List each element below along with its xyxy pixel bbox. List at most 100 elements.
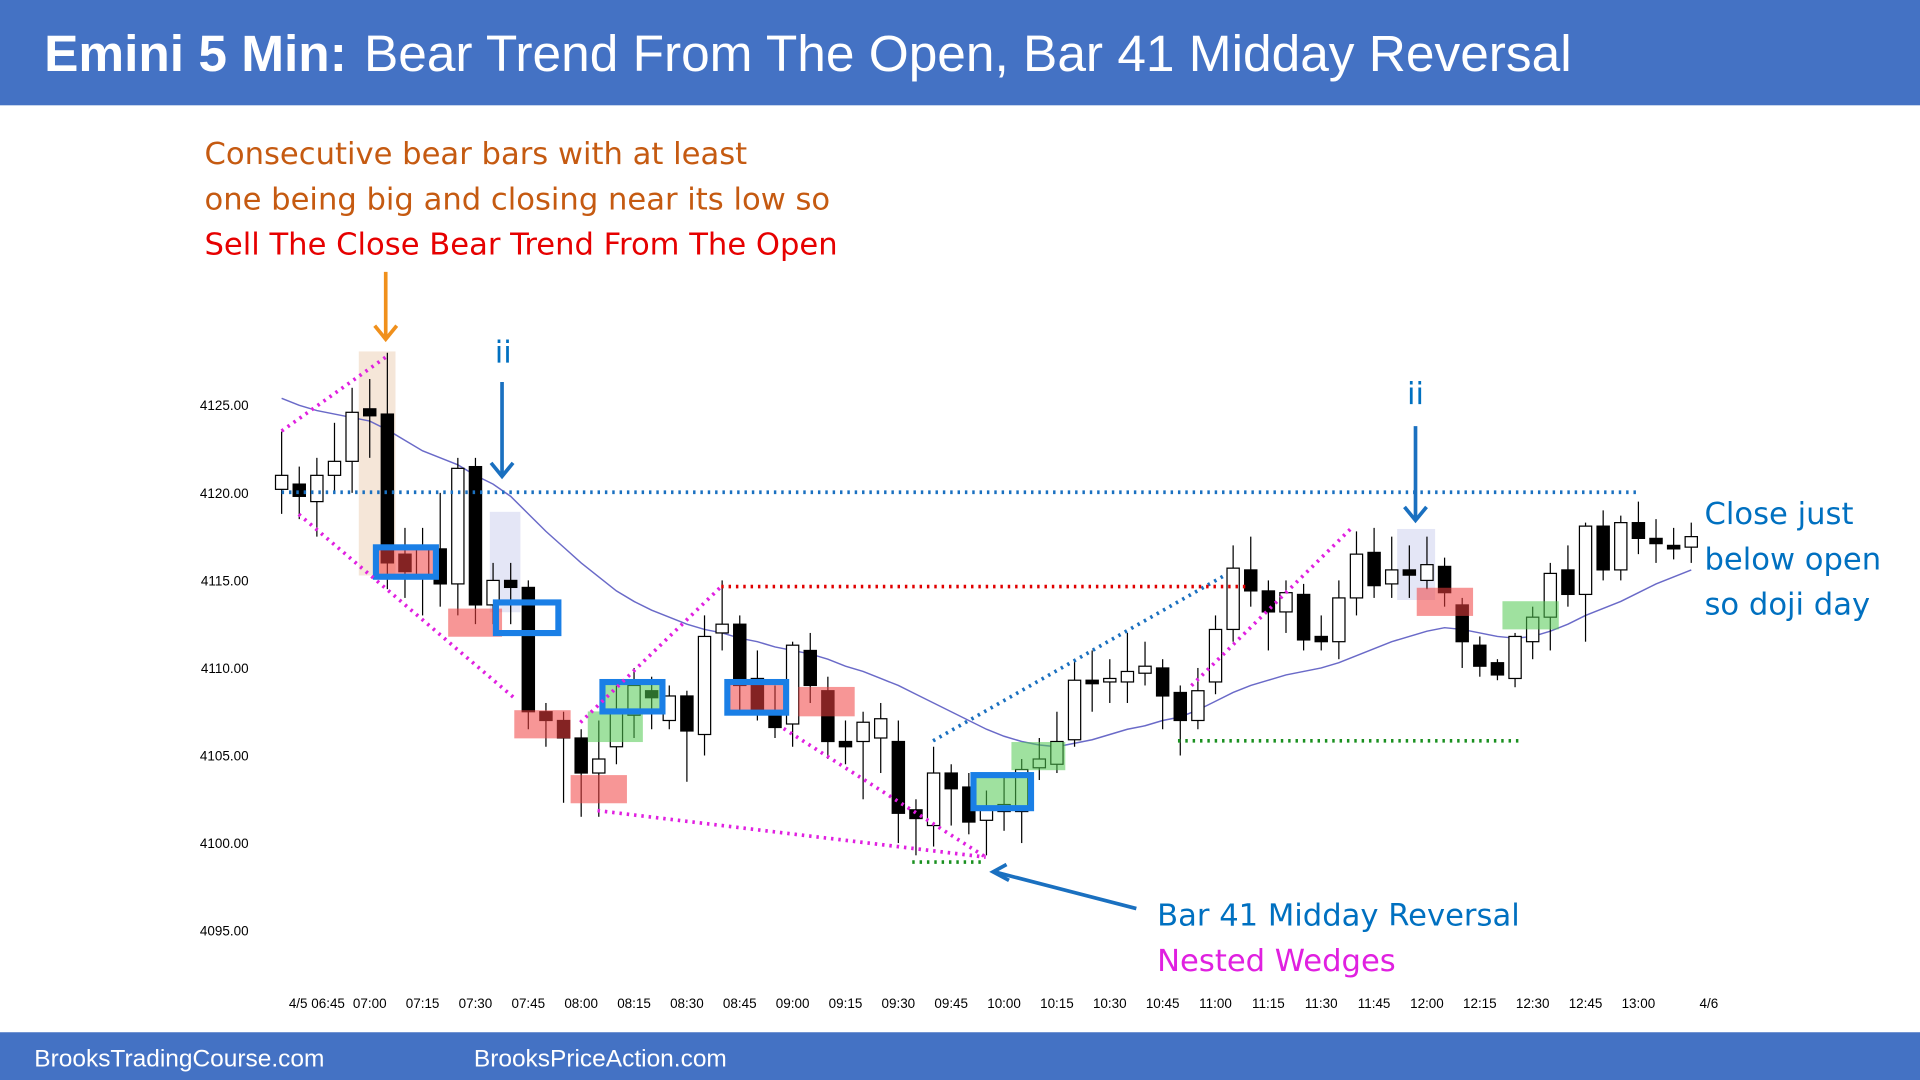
candle-body <box>327 460 342 476</box>
candle-body <box>838 740 853 748</box>
x-tick-label: 12:45 <box>1569 996 1603 1011</box>
candle-body <box>1367 551 1381 587</box>
x-tick-label: 10:30 <box>1093 996 1127 1011</box>
candle-body <box>574 737 588 774</box>
title-text: Bear Trend From The Open, Bar 41 Midday … <box>364 24 1572 82</box>
y-tick-label: 4125.00 <box>200 398 249 413</box>
red-box <box>374 547 438 576</box>
annotation: so doji day <box>1704 588 1870 623</box>
x-tick-label: 13:00 <box>1622 996 1656 1011</box>
x-tick-label: 09:30 <box>882 996 916 1011</box>
x-tick-label: 12:30 <box>1516 996 1550 1011</box>
header-band <box>0 0 1920 106</box>
footer-right: BrooksPriceAction.com <box>474 1046 727 1073</box>
candle-body <box>856 721 870 743</box>
x-tick-label: 09:00 <box>776 996 810 1011</box>
candle-body <box>1420 564 1434 582</box>
red-box <box>514 710 571 739</box>
annotation: Consecutive bear bars with at least <box>204 137 747 172</box>
footer-band <box>0 1032 1920 1080</box>
candle-body <box>697 635 712 736</box>
candle-body <box>1349 553 1364 599</box>
annotation: Sell The Close Bear Trend From The Open <box>204 228 837 263</box>
candle-body <box>1085 679 1099 685</box>
arrow-head <box>989 862 1010 883</box>
candle-body <box>592 758 606 774</box>
candle-body <box>292 483 306 497</box>
wedge-line <box>1190 525 1355 688</box>
candle-body <box>1332 597 1346 643</box>
candle-body <box>521 586 536 713</box>
candle-body <box>680 695 694 732</box>
candle-body <box>468 465 483 606</box>
arrow-head <box>373 324 399 343</box>
x-tick-label: 09:15 <box>829 996 863 1011</box>
x-tick-label: 12:00 <box>1410 996 1444 1011</box>
wedge-line <box>782 727 987 859</box>
candle-body <box>944 772 958 790</box>
candle-body <box>1103 677 1117 683</box>
candle-body <box>909 809 923 820</box>
annotation: Bar 41 Midday Reversal <box>1157 899 1520 934</box>
candle-body <box>1279 592 1293 613</box>
candle-body <box>363 408 377 417</box>
blue-box <box>970 772 1035 812</box>
x-tick-label: 10:15 <box>1040 996 1074 1011</box>
blue-box <box>372 544 439 580</box>
candle-body <box>1666 544 1681 550</box>
green-box <box>1502 601 1559 630</box>
y-tick-label: 4105.00 <box>200 748 249 763</box>
candle-body <box>1384 569 1399 585</box>
annotation: below open <box>1704 542 1881 577</box>
blue-box <box>724 678 790 716</box>
y-tick-label: 4100.00 <box>200 836 249 851</box>
title: Emini 5 Min: Bear Trend From The Open, Ba… <box>44 24 1572 82</box>
blue-box <box>492 599 562 637</box>
candle-body <box>873 718 888 739</box>
footer-left: BrooksTradingCourse.com <box>34 1046 324 1073</box>
red-box <box>1416 587 1474 616</box>
title-bold: Emini 5 Min: <box>44 24 347 82</box>
candle-body <box>803 649 817 687</box>
annotation: Close just <box>1704 497 1853 532</box>
candle-body <box>1473 644 1487 667</box>
candle-body <box>891 740 906 814</box>
green-box <box>603 682 662 711</box>
red-box <box>729 682 784 711</box>
wedge-line <box>297 512 516 700</box>
candle-body <box>451 467 465 585</box>
red-box <box>798 686 855 717</box>
arrows <box>373 271 1428 911</box>
candle-body <box>733 623 747 687</box>
candle-body <box>274 474 289 490</box>
candle-body <box>1244 569 1258 592</box>
candle-body <box>503 579 518 589</box>
candle-body <box>1226 567 1240 631</box>
candle-body <box>1296 593 1311 641</box>
x-tick-label: 4/5 06:45 <box>289 996 345 1011</box>
y-tick-label: 4095.00 <box>200 924 249 939</box>
candle-body <box>1120 670 1135 683</box>
arrow <box>993 870 1137 911</box>
x-tick-label: 07:45 <box>511 996 545 1011</box>
candle-body <box>1402 569 1417 576</box>
candle-body <box>926 772 941 827</box>
candle-body <box>345 411 359 462</box>
candle-body <box>1578 525 1593 596</box>
candle-body <box>1208 628 1223 683</box>
candle-body <box>1649 537 1663 545</box>
arrow-head <box>1403 505 1428 524</box>
candle-body <box>310 474 324 503</box>
candle-body <box>1631 522 1646 539</box>
shading <box>358 351 1436 613</box>
annotations: Consecutive bear bars with at least one … <box>204 137 1881 979</box>
x-tick-label: 12:15 <box>1463 996 1497 1011</box>
x-tick-label: 07:00 <box>353 996 387 1011</box>
candle-body <box>1067 679 1082 741</box>
axes: 4095.00 4100.00 4105.00 4110.00 4115.00 4120.… <box>200 398 1718 1011</box>
candle-body <box>1596 525 1610 571</box>
candle-body <box>1508 635 1522 680</box>
x-tick-label: 07:30 <box>459 996 493 1011</box>
